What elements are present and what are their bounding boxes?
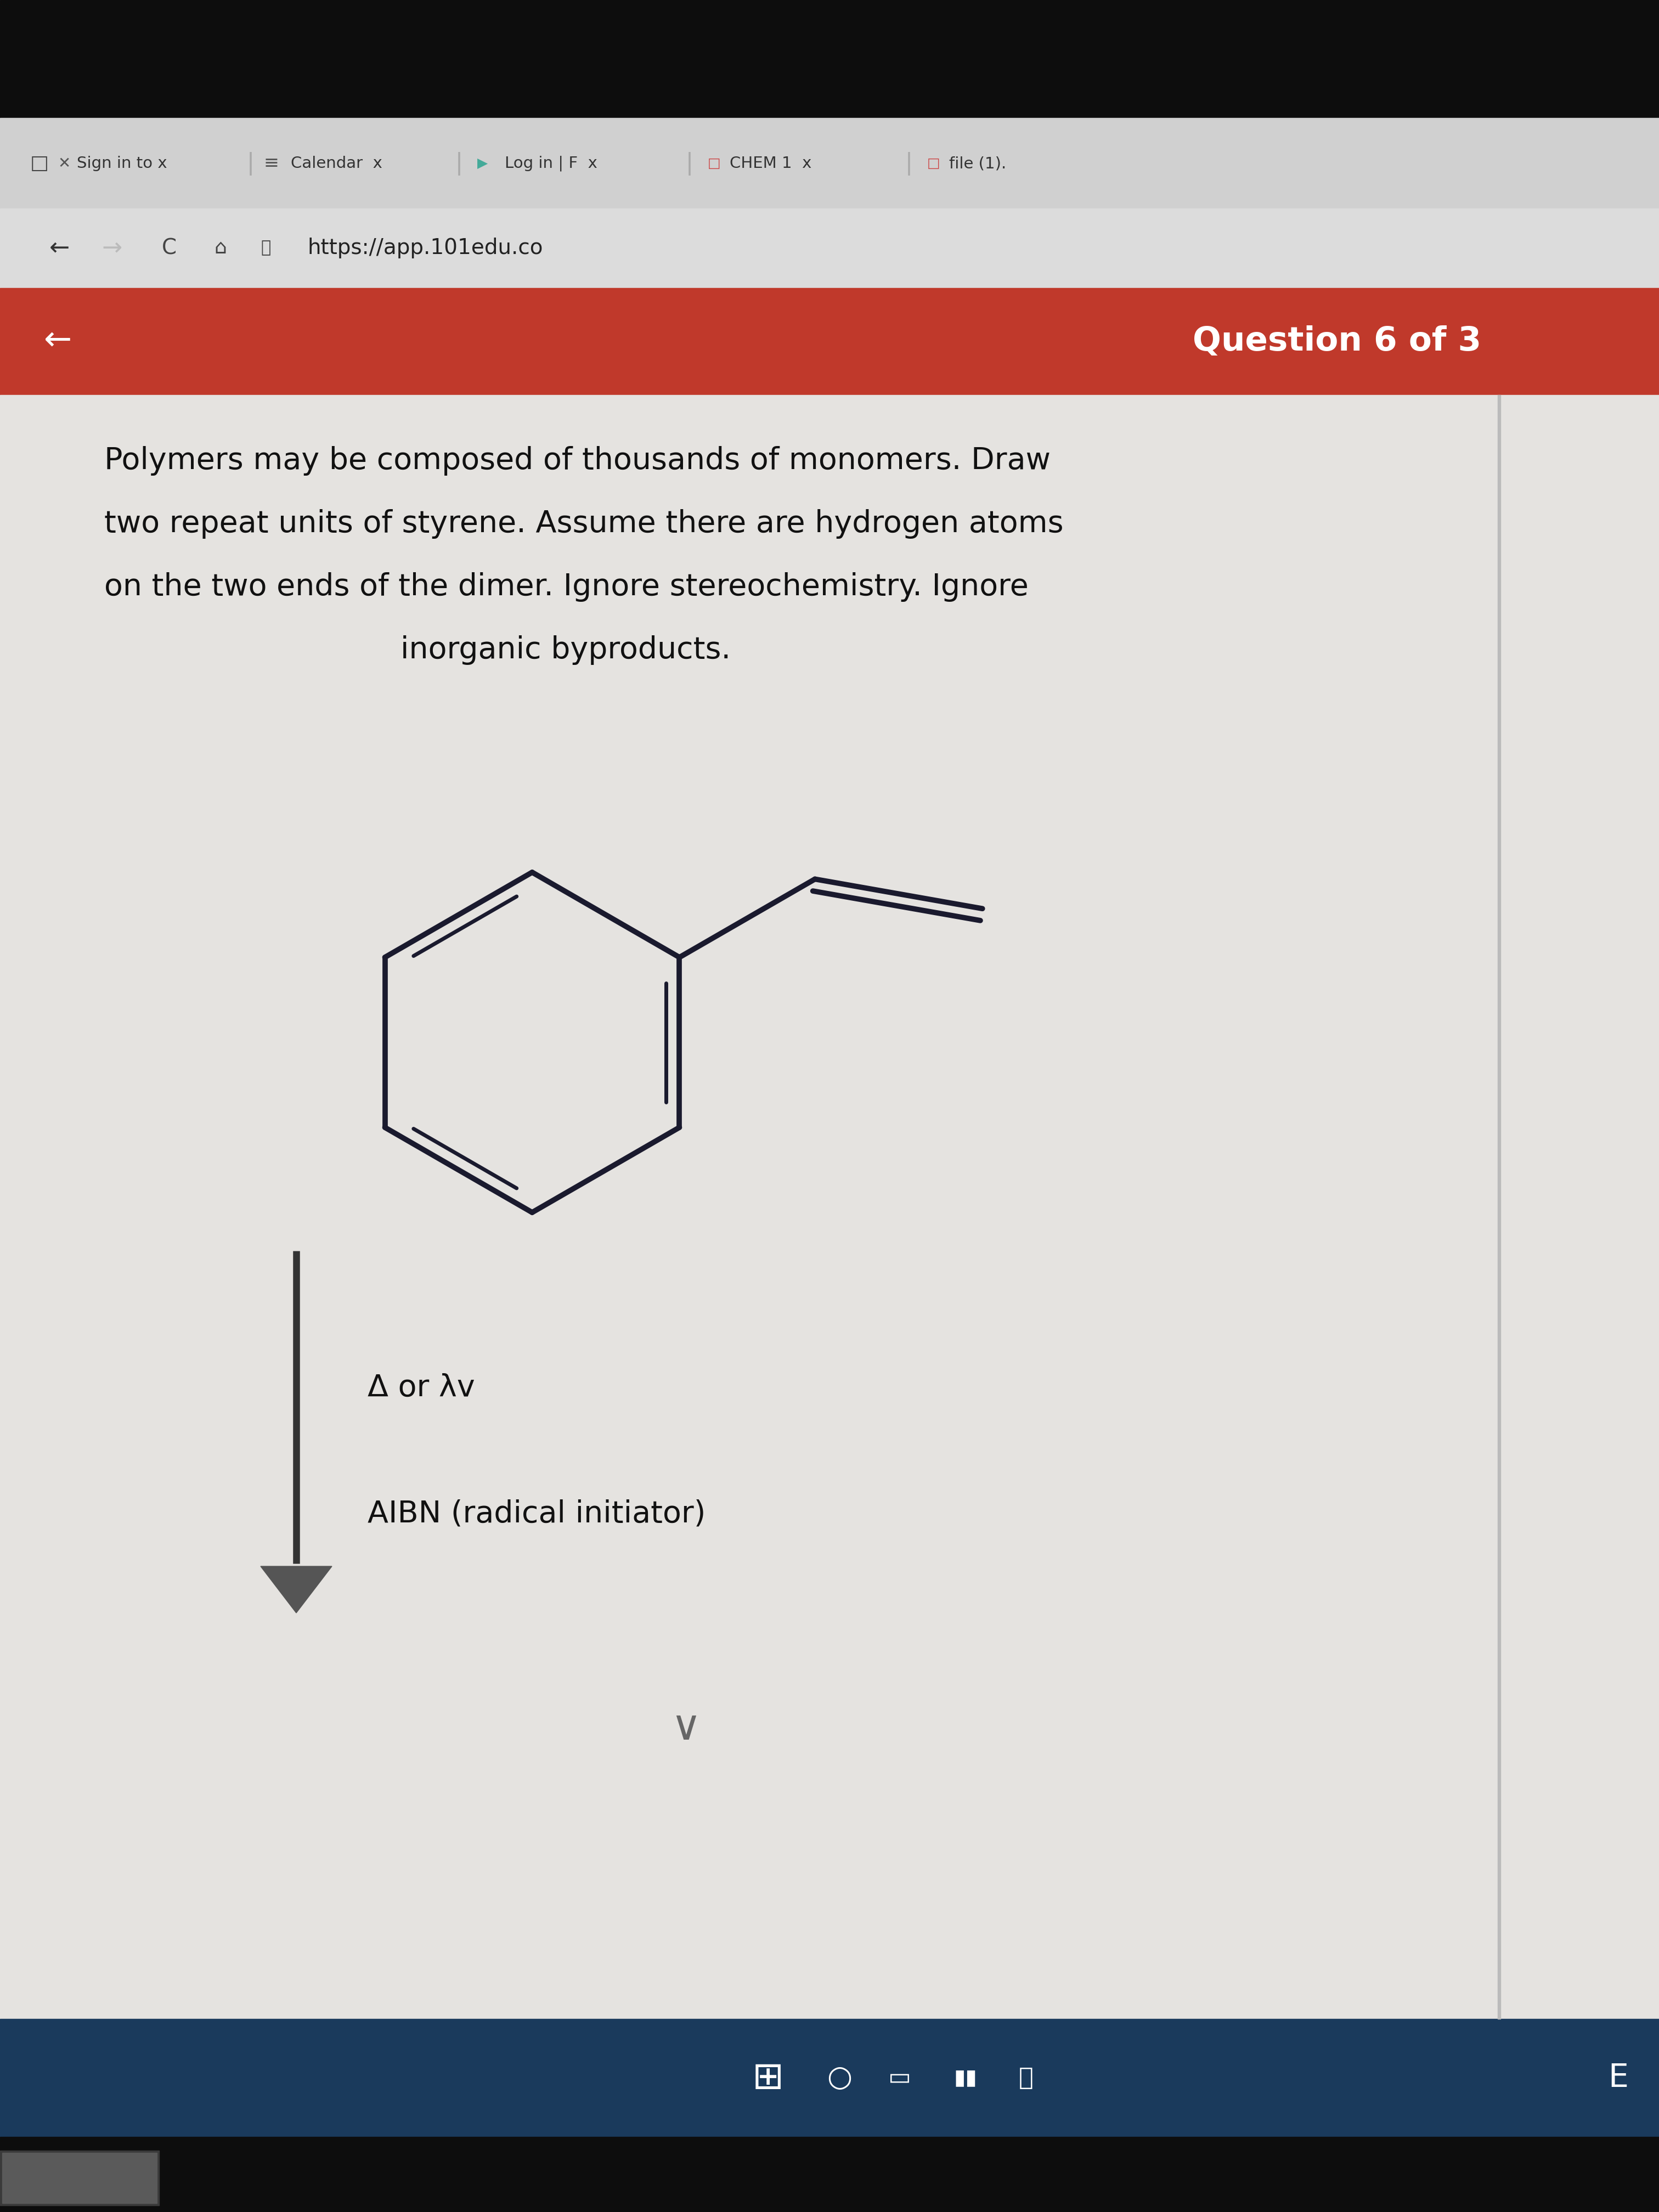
Bar [2, 2152, 158, 2203]
Text: inorganic byproducts.: inorganic byproducts. [400, 635, 732, 666]
Text: Sign in to x: Sign in to x [76, 155, 168, 170]
Bar [0, 288, 1659, 396]
Text: Calendar  x: Calendar x [290, 155, 382, 170]
Text: ⊞: ⊞ [752, 2059, 785, 2097]
Text: Polymers may be composed of thousands of monomers. Draw: Polymers may be composed of thousands of… [105, 447, 1050, 476]
Bar [0, 208, 1659, 288]
Text: |: | [455, 153, 463, 175]
Text: □: □ [30, 155, 48, 173]
Polygon shape [260, 1566, 332, 1613]
Text: ∨: ∨ [670, 1708, 702, 1747]
Text: Δ or λv: Δ or λv [368, 1374, 474, 1402]
Text: on the two ends of the dimer. Ignore stereochemistry. Ignore: on the two ends of the dimer. Ignore ste… [105, 573, 1029, 602]
Bar [0, 117, 1659, 208]
Text: |: | [247, 153, 254, 175]
Text: E: E [1608, 2062, 1629, 2093]
Text: AIBN (radical initiator): AIBN (radical initiator) [368, 1500, 705, 1528]
Text: ≡: ≡ [264, 155, 279, 173]
Text: CHEM 1  x: CHEM 1 x [730, 155, 811, 170]
Text: ▭: ▭ [888, 2066, 911, 2090]
Text: ←: ← [43, 325, 71, 358]
Text: ←: ← [50, 237, 70, 259]
Text: file (1).: file (1). [949, 155, 1007, 170]
Text: □: □ [708, 157, 720, 170]
Text: □: □ [927, 157, 941, 170]
Text: |: | [685, 153, 693, 175]
Text: |: | [906, 153, 912, 175]
Text: ○: ○ [826, 2064, 853, 2093]
Text: Log in | F  x: Log in | F x [504, 155, 597, 170]
Bar [0, 2137, 1659, 2212]
Text: ⌂: ⌂ [214, 239, 227, 257]
Text: ▮▮: ▮▮ [954, 2068, 977, 2088]
Text: ▶: ▶ [478, 157, 488, 170]
Bar [0, 2150, 159, 2205]
Text: →: → [101, 237, 121, 259]
Text: Question 6 of 3: Question 6 of 3 [1193, 325, 1481, 358]
Bar [0, 396, 1659, 2020]
Text: C: C [163, 237, 178, 259]
Text: 📷: 📷 [1019, 2066, 1034, 2090]
Text: 🔒: 🔒 [260, 241, 270, 257]
Bar [0, 2020, 1659, 2137]
Text: https://app.101edu.co: https://app.101edu.co [307, 237, 542, 259]
Text: ✕: ✕ [58, 155, 70, 170]
Text: two repeat units of styrene. Assume there are hydrogen atoms: two repeat units of styrene. Assume ther… [105, 509, 1063, 540]
Bar [1498, 396, 1500, 2020]
Bar [0, 0, 1659, 117]
